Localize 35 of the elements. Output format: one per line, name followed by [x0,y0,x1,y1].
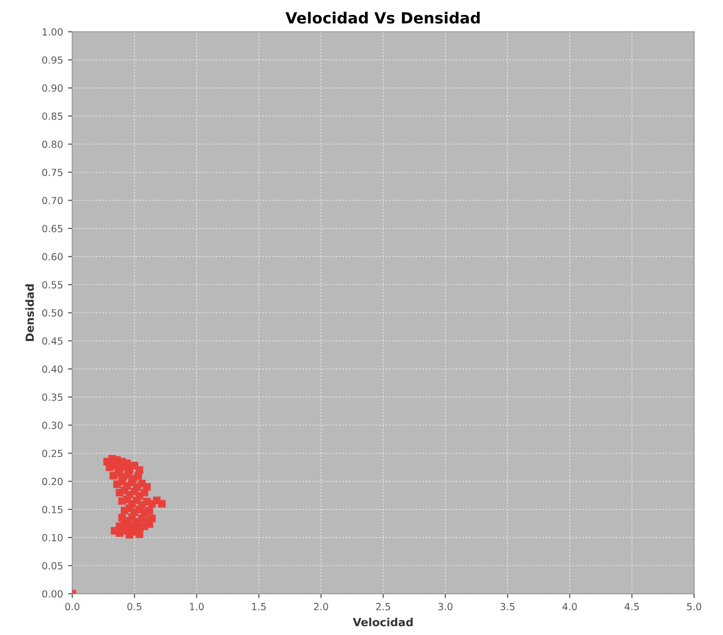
x-axis-title: Velocidad [352,618,413,626]
y-tick-label: 0.95 [42,56,62,64]
y-tick-label: 0.90 [42,84,63,92]
y-tick-label: 0.05 [42,562,62,570]
x-tick-label: 0.0 [65,602,80,610]
y-tick-label: 0.00 [42,590,63,598]
y-tick-label: 0.85 [42,112,62,120]
y-tick-label: 0.40 [42,365,63,373]
y-tick-label: 0.50 [42,309,63,317]
x-tick-label: 3.5 [500,602,514,610]
y-tick-label: 0.10 [42,534,63,542]
y-tick-label: 1.00 [42,28,63,36]
x-tick-label: 1.0 [190,602,204,610]
x-tick-label: 5.0 [687,602,702,610]
x-tick-label: 2.5 [376,602,390,610]
y-tick-label: 0.30 [42,422,63,429]
y-tick-label: 0.45 [42,337,62,345]
y-tick-label: 0.20 [42,478,63,486]
y-tick-label: 0.70 [42,196,63,204]
x-tick-label: 3.0 [438,602,452,610]
y-tick-label: 0.80 [42,140,63,148]
x-tick-label: 2.0 [314,602,328,610]
x-tick-label: 4.0 [562,602,577,610]
y-tick-label: 0.25 [42,450,62,458]
y-tick-label: 0.55 [42,281,62,288]
chart-title: Velocidad Vs Densidad [285,12,480,24]
y-tick-label: 0.60 [42,253,63,260]
y-tick-label: 0.75 [42,168,62,176]
y-axis-title: Densidad [25,284,34,341]
y-tick-label: 0.15 [42,506,62,514]
y-tick-label: 0.65 [42,224,62,232]
x-tick-label: 4.5 [624,603,639,610]
x-tick-label: 0.5 [127,602,142,610]
x-tick-label: 1.5 [252,603,266,610]
y-tick-label: 0.35 [42,394,62,401]
